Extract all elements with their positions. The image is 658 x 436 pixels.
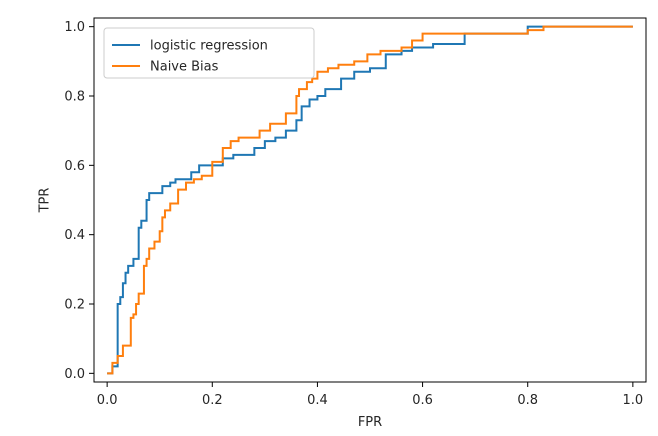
- x-tick-label: 0.8: [517, 393, 538, 408]
- y-axis-ticks: 0.0 0.2 0.4 0.6 0.8 1.0: [64, 20, 94, 382]
- axes-frame: [93, 17, 647, 383]
- x-tick-label: 1.0: [623, 393, 644, 408]
- y-tick-label: 1.0: [64, 20, 85, 35]
- legend-box: [103, 27, 315, 79]
- x-tick-label: 0.2: [202, 393, 223, 408]
- x-axis-title: FPR: [358, 415, 382, 430]
- y-tick-label: 0.8: [64, 90, 85, 105]
- legend: logistic regression Naive Bias: [103, 27, 315, 79]
- legend-label-logistic-regression: logistic regression: [150, 39, 268, 54]
- legend-label-naive-bias: Naive Bias: [150, 60, 219, 75]
- y-tick-label: 0.2: [64, 298, 85, 313]
- series-line-logistic-regression: [107, 25, 633, 375]
- y-tick-label: 0.4: [64, 228, 85, 243]
- x-axis-ticks: 0.0 0.2 0.4 0.6 0.8 1.0: [97, 382, 643, 408]
- x-tick-label: 0.6: [412, 393, 433, 408]
- plot-lines: [107, 25, 633, 375]
- x-tick-label: 0.4: [307, 393, 328, 408]
- y-tick-label: 0.6: [64, 159, 85, 174]
- y-axis-title: TPR: [38, 188, 53, 214]
- x-tick-label: 0.0: [97, 393, 118, 408]
- y-tick-label: 0.0: [64, 367, 85, 382]
- series-line-naive-bias: [107, 25, 633, 375]
